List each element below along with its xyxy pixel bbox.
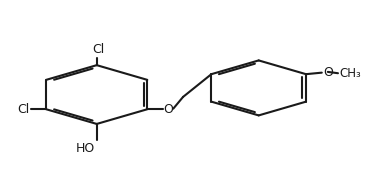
Text: O: O [163, 103, 173, 116]
Text: Cl: Cl [93, 43, 105, 56]
Text: O: O [323, 66, 333, 79]
Text: CH₃: CH₃ [339, 67, 361, 80]
Text: HO: HO [76, 142, 95, 155]
Text: Cl: Cl [17, 103, 29, 116]
